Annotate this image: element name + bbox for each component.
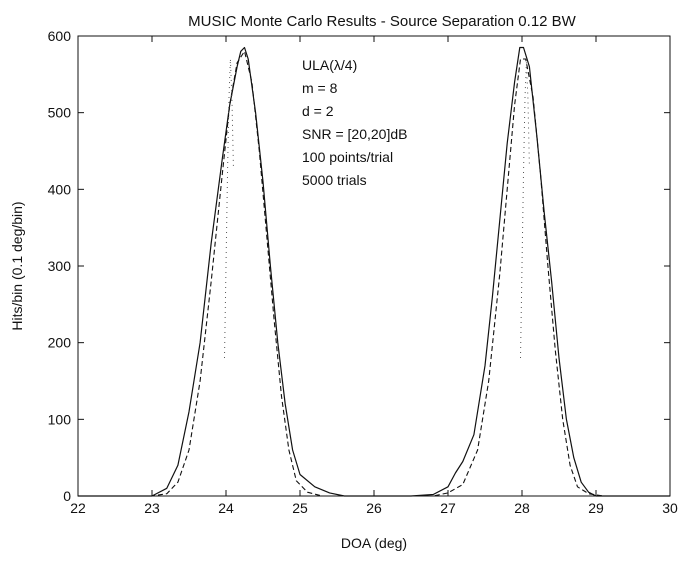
series-layer <box>78 46 670 497</box>
series-line-dotted-2 <box>224 58 234 359</box>
y-tick-label: 100 <box>48 411 72 427</box>
annotation-line: SNR = [20,20]dB <box>302 126 407 142</box>
series-line-dotted-3 <box>520 62 530 359</box>
series-line-dashed-1 <box>78 50 670 497</box>
annotation-line: 100 points/trial <box>302 149 393 165</box>
x-tick-label: 30 <box>662 500 678 516</box>
x-tick-label: 29 <box>588 500 604 516</box>
x-axis-label: DOA (deg) <box>341 535 407 551</box>
x-tick-label: 22 <box>70 500 86 516</box>
series-line-solid-0 <box>78 46 670 497</box>
annotation-line: m = 8 <box>302 80 338 96</box>
annotation-block: ULA(λ/4) m = 8 d = 2 SNR = [20,20]dB 100… <box>302 57 407 188</box>
y-tick-label: 400 <box>48 181 72 197</box>
annotation-line: d = 2 <box>302 103 334 119</box>
x-tick-label: 26 <box>366 500 382 516</box>
x-tick-label: 25 <box>292 500 308 516</box>
y-tick-label: 200 <box>48 335 72 351</box>
x-tick-label: 23 <box>144 500 160 516</box>
x-tick-label: 24 <box>218 500 234 516</box>
y-tick-label: 300 <box>48 258 72 274</box>
annotation-line: 5000 trials <box>302 172 367 188</box>
annotation-line: ULA(λ/4) <box>302 57 357 73</box>
y-tick-label: 600 <box>48 28 72 44</box>
chart-title: MUSIC Monte Carlo Results - Source Separ… <box>188 13 576 30</box>
plot-frame <box>77 35 671 497</box>
y-tick-label: 0 <box>63 488 71 504</box>
x-tick-label: 28 <box>514 500 530 516</box>
y-tick-label: 500 <box>48 105 72 121</box>
x-tick-label: 27 <box>440 500 456 516</box>
y-axis-label: Hits/bin (0.1 deg/bin) <box>9 201 25 330</box>
